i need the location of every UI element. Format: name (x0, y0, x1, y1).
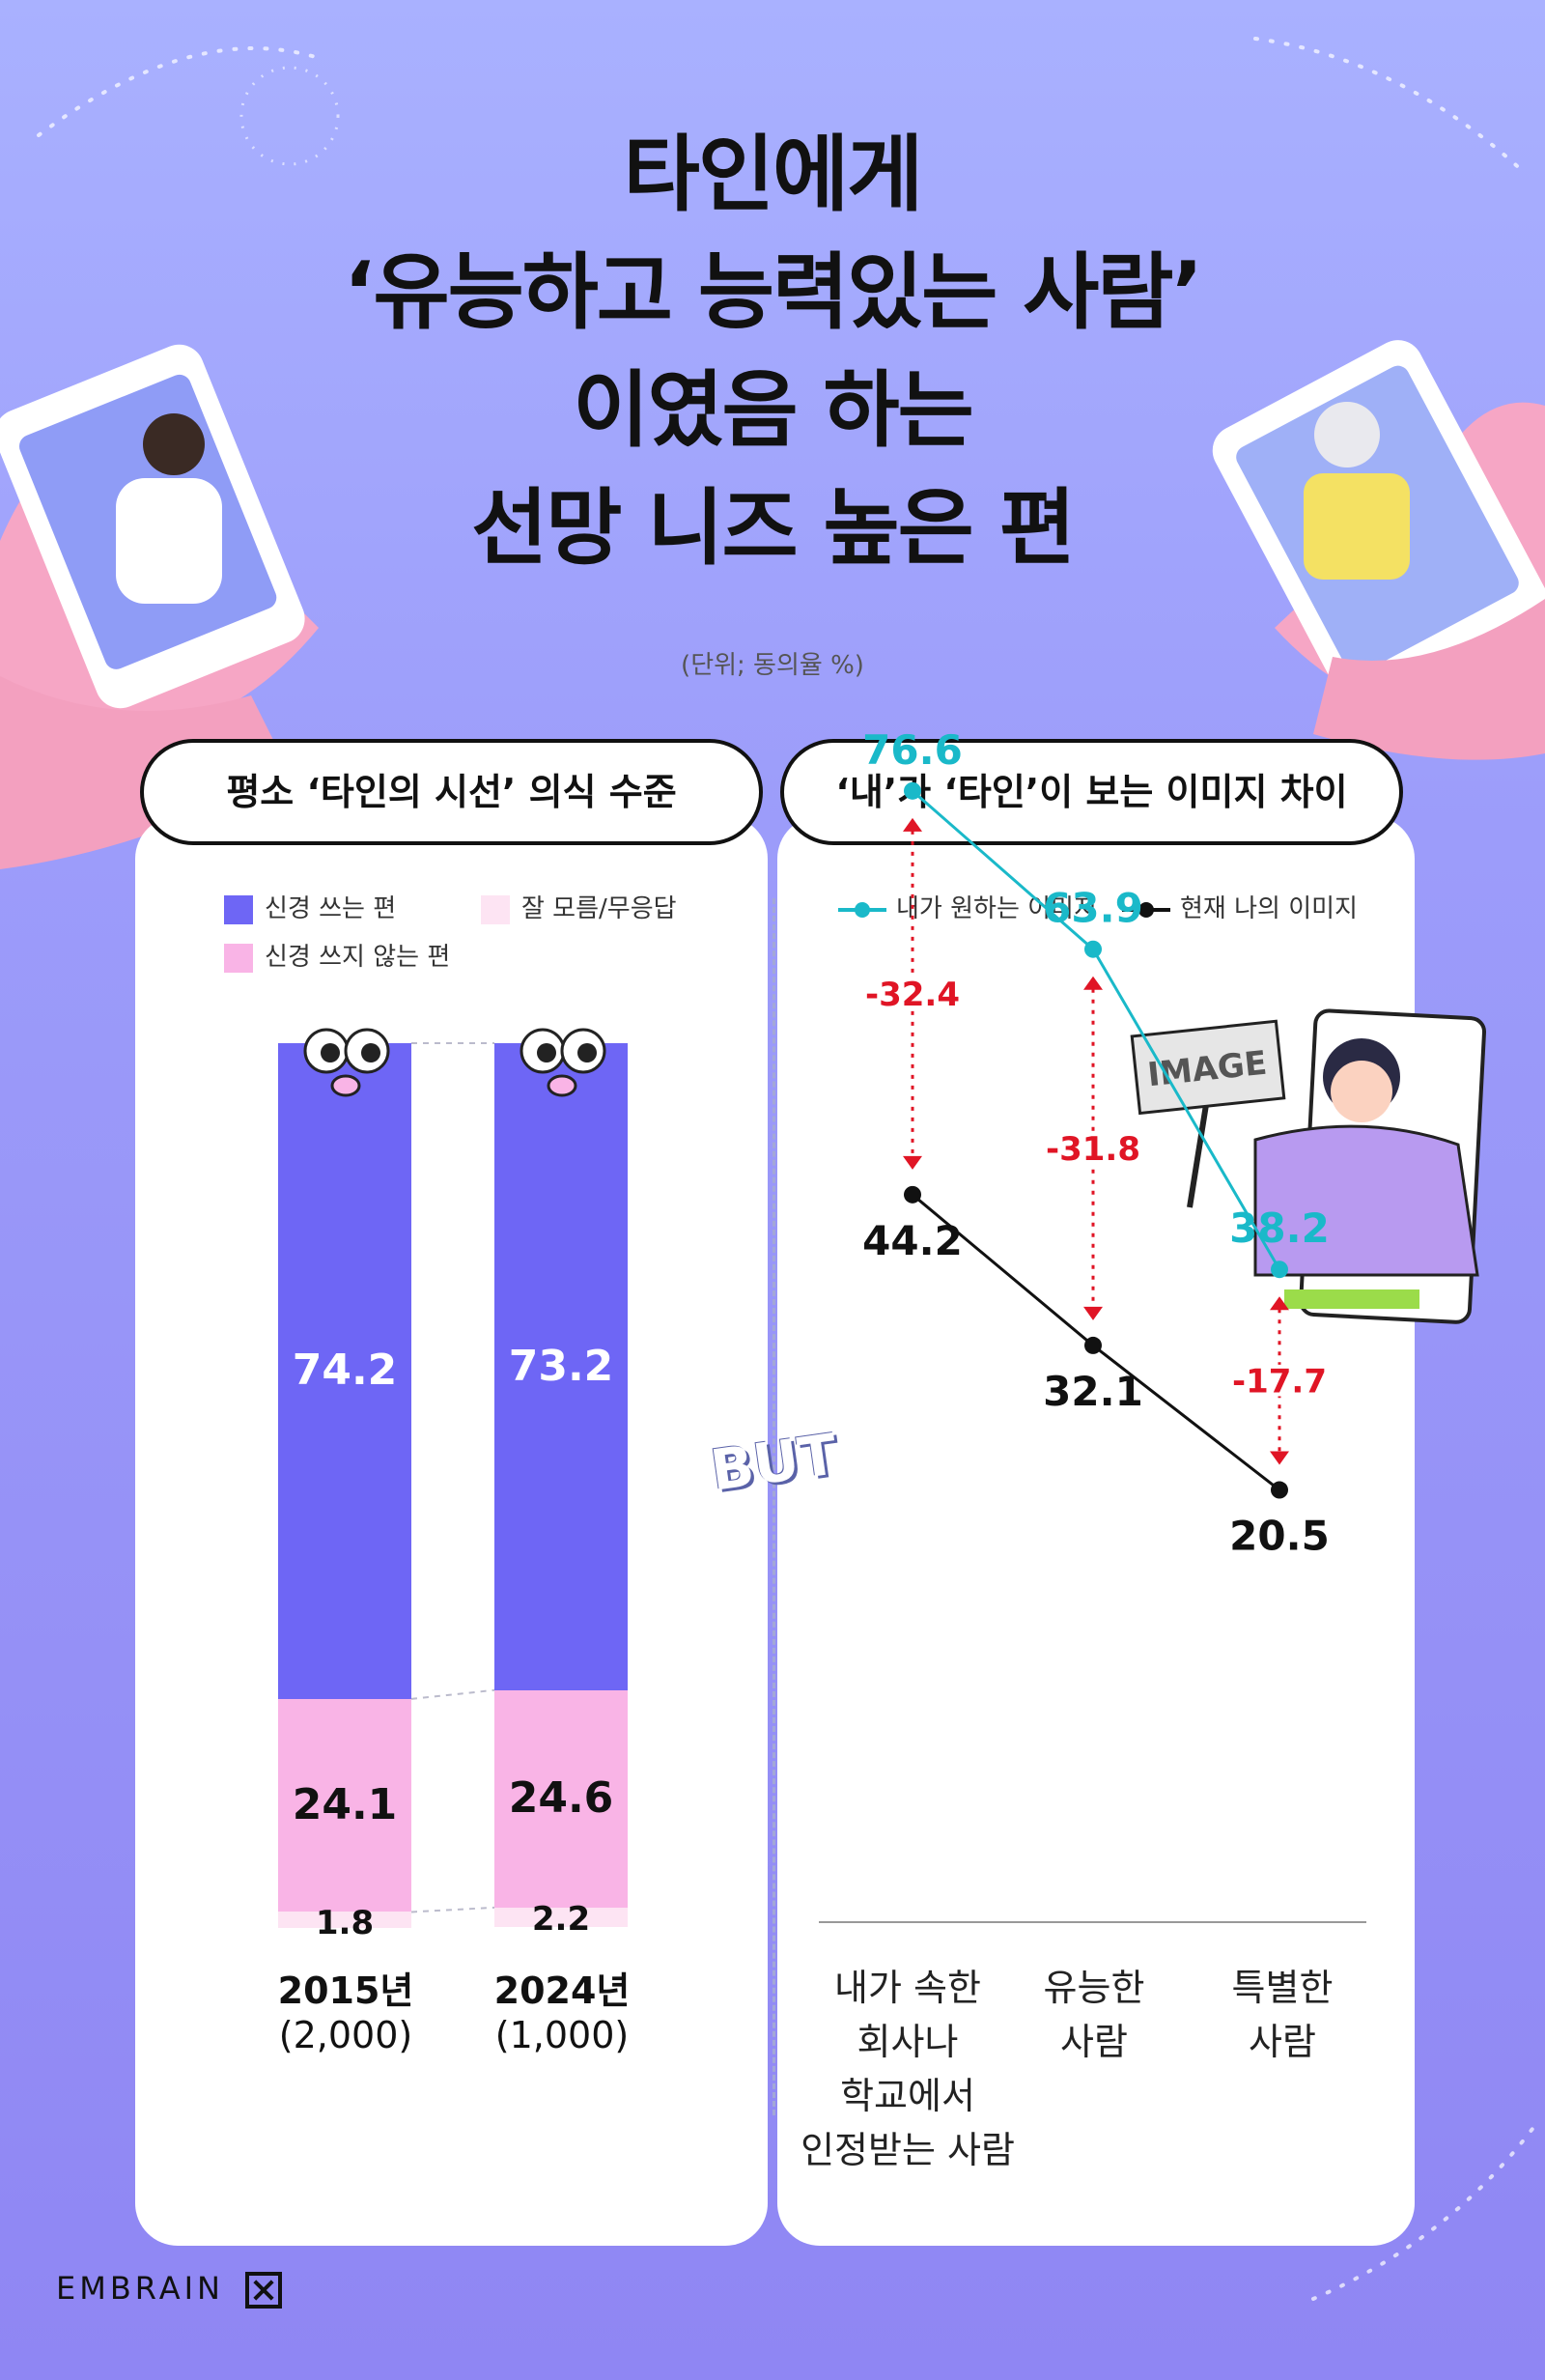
legend-line (1122, 901, 1170, 918)
bar-segment (494, 1689, 628, 1908)
bar-value-label: 73.2 (508, 1341, 614, 1391)
embrain-logo-icon (245, 2272, 283, 2309)
category-line: 내가 속한 (834, 1967, 981, 2009)
legend-swatch (224, 894, 253, 924)
brand-name: EMBRAIN (56, 2270, 224, 2307)
left-panel-header: 평소 ‘타인의 시선’ 의식 수준 (140, 739, 763, 845)
left-panel (135, 816, 768, 2246)
legend-label: 잘 모름/무응답 (521, 894, 677, 923)
category-line: 유능한 (1043, 1967, 1145, 2009)
line-category-label: 유능한 사람 (969, 1961, 1220, 2069)
bar-segment (494, 1907, 628, 1927)
legend-line (838, 901, 886, 918)
bar-category-label: 2024년 (493, 1969, 631, 2012)
bar-segment (278, 1043, 411, 1699)
title-line: 이였음 하는 (573, 362, 974, 459)
category-line: 인정받는 사람 (801, 2129, 1015, 2171)
bar-value-label: 2.2 (531, 1899, 591, 1939)
bar-segment (278, 1698, 411, 1912)
category-line: 사람 (1249, 2021, 1316, 2063)
bar-segment (494, 1043, 628, 1690)
line-category-label: 내가 속한 회사나 학교에서 인정받는 사람 (782, 1961, 1033, 2177)
legend-item-not-care: 신경 쓰지 않는 편 (224, 937, 450, 973)
legend-item-wanted: 내가 원하는 이미지 (838, 889, 1097, 924)
bar-category-label: 2015년 (277, 1969, 414, 2012)
hand-phone-illustration (1212, 340, 1545, 760)
legend-label: 내가 원하는 이미지 (896, 894, 1097, 923)
legend-item-current: 현재 나의 이미지 (1122, 889, 1358, 924)
category-line: 사람 (1060, 2021, 1128, 2063)
category-line: 회사나 (857, 2021, 959, 2063)
unit-note: (단위; 동의율 %) (681, 651, 864, 680)
legend-label: 현재 나의 이미지 (1180, 894, 1358, 923)
title-line: 선망 니즈 높은 편 (471, 480, 1076, 577)
page-title: 타인에게 ‘유능하고 능력있는 사람’ 이였음 하는 선망 니즈 높은 편 (0, 116, 1545, 587)
legend-item-dont-know: 잘 모름/무응답 (481, 889, 677, 924)
title-line: ‘유능하고 능력있는 사람’ (343, 244, 1203, 341)
line-category-label: 특별한 사람 (1157, 1961, 1408, 2069)
legend-item-care: 신경 쓰는 편 (224, 889, 396, 924)
eyes-icon (299, 1024, 396, 1101)
legend-label: 신경 쓰는 편 (265, 894, 397, 923)
right-panel-header: ‘내’가 ‘타인’이 보는 이미지 차이 (780, 739, 1403, 845)
bar-value-label: 24.6 (508, 1773, 614, 1824)
hand-phone-illustration (0, 344, 319, 869)
bar-segment (278, 1912, 411, 1928)
bar-sample-size: (2,000) (278, 2014, 413, 2056)
legend-label: 신경 쓰지 않는 편 (265, 943, 451, 972)
legend-swatch (224, 943, 253, 973)
bar-value-label: 1.8 (315, 1904, 375, 1943)
category-line: 학교에서 (840, 2075, 975, 2117)
bar-value-label: 24.1 (292, 1780, 398, 1830)
eyes-icon (516, 1024, 612, 1101)
legend-swatch (481, 894, 510, 924)
category-line: 특별한 (1231, 1967, 1334, 2009)
title-line: 타인에게 (623, 127, 923, 223)
brand-logo: EMBRAIN (56, 2270, 283, 2309)
bar-value-label: 74.2 (292, 1346, 398, 1396)
panel-divider (772, 898, 775, 2115)
bar-sample-size: (1,000) (494, 2014, 630, 2056)
